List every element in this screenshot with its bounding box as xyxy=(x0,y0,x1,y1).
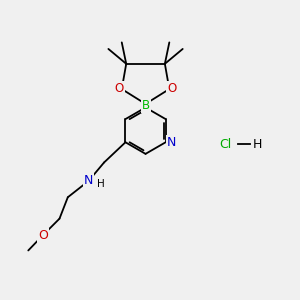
Text: N: N xyxy=(167,136,176,149)
Text: N: N xyxy=(84,174,93,188)
Text: O: O xyxy=(115,82,124,95)
Text: O: O xyxy=(167,82,176,95)
Text: B: B xyxy=(142,99,150,112)
Text: Cl: Cl xyxy=(220,138,232,151)
Text: O: O xyxy=(38,229,48,242)
Text: H: H xyxy=(253,138,262,151)
Text: H: H xyxy=(97,179,105,189)
